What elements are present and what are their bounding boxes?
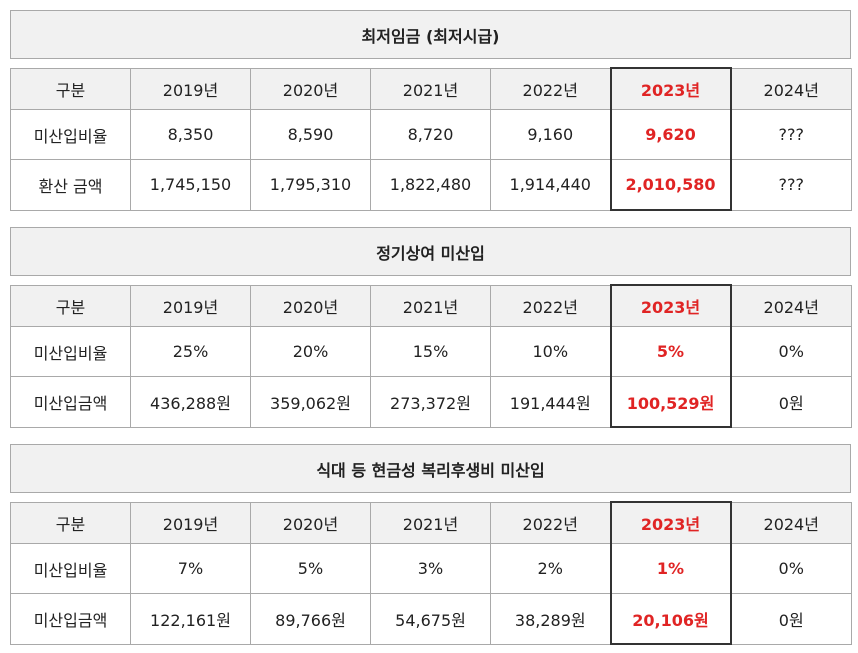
table-row: 미산입비율 25% 20% 15% 10% 5% 0% — [10, 326, 852, 377]
header-cell: 구분 — [10, 67, 131, 110]
table-cell: 10% — [490, 326, 611, 377]
table-header-row: 구분 2019년 2020년 2021년 2022년 2023년 2024년 — [10, 501, 852, 544]
table-cell: ??? — [730, 109, 852, 160]
header-cell: 2020년 — [250, 284, 371, 327]
row-label: 미산입금액 — [10, 593, 131, 645]
header-cell: 2021년 — [370, 501, 491, 544]
table-cell: 0원 — [730, 376, 852, 428]
row-label: 미산입비율 — [10, 543, 131, 594]
section-title: 최저임금 (최저시급) — [10, 10, 851, 59]
table-cell: 0% — [730, 543, 852, 594]
table-cell: 122,161원 — [130, 593, 251, 645]
row-label: 미산입금액 — [10, 376, 131, 428]
header-cell: 2021년 — [370, 67, 491, 110]
row-label: 환산 금액 — [10, 159, 131, 211]
section-minimum-wage: 최저임금 (최저시급) 구분 2019년 2020년 2021년 2022년 2… — [10, 10, 852, 211]
table-cell: 8,720 — [370, 109, 491, 160]
table-cell: 359,062원 — [250, 376, 371, 428]
table-cell: ??? — [730, 159, 852, 211]
header-cell-highlighted: 2023년 — [609, 284, 732, 327]
table-cell: 2% — [490, 543, 611, 594]
minimum-wage-table: 구분 2019년 2020년 2021년 2022년 2023년 2024년 미… — [10, 67, 852, 211]
header-cell: 2021년 — [370, 284, 491, 327]
table-cell-highlighted: 9,620 — [609, 109, 732, 160]
table-cell: 1,795,310 — [250, 159, 371, 211]
table-row: 환산 금액 1,745,150 1,795,310 1,822,480 1,91… — [10, 159, 852, 211]
table-cell: 1,745,150 — [130, 159, 251, 211]
header-cell: 2024년 — [730, 501, 852, 544]
table-cell: 89,766원 — [250, 593, 371, 645]
row-label: 미산입비율 — [10, 326, 131, 377]
section-title: 정기상여 미산입 — [10, 227, 851, 276]
header-cell: 2019년 — [130, 501, 251, 544]
table-row: 미산입비율 8,350 8,590 8,720 9,160 9,620 ??? — [10, 109, 852, 160]
table-cell: 54,675원 — [370, 593, 491, 645]
row-label: 미산입비율 — [10, 109, 131, 160]
table-cell: 1,822,480 — [370, 159, 491, 211]
table-cell: 436,288원 — [130, 376, 251, 428]
header-cell: 2022년 — [490, 284, 611, 327]
table-cell: 8,590 — [250, 109, 371, 160]
header-cell: 2019년 — [130, 67, 251, 110]
table-cell: 191,444원 — [490, 376, 611, 428]
header-cell: 2022년 — [490, 501, 611, 544]
table-row: 미산입비율 7% 5% 3% 2% 1% 0% — [10, 543, 852, 594]
table-row: 미산입금액 122,161원 89,766원 54,675원 38,289원 2… — [10, 593, 852, 645]
table-row: 미산입금액 436,288원 359,062원 273,372원 191,444… — [10, 376, 852, 428]
table-cell: 0원 — [730, 593, 852, 645]
header-cell: 2020년 — [250, 501, 371, 544]
table-cell-highlighted: 1% — [609, 543, 732, 594]
table-cell: 20% — [250, 326, 371, 377]
table-cell-highlighted: 2,010,580 — [609, 159, 732, 211]
table-cell: 5% — [250, 543, 371, 594]
header-cell: 2019년 — [130, 284, 251, 327]
table-cell-highlighted: 20,106원 — [609, 593, 732, 645]
header-cell: 2024년 — [730, 284, 852, 327]
welfare-benefit-table: 구분 2019년 2020년 2021년 2022년 2023년 2024년 미… — [10, 501, 852, 645]
table-cell: 0% — [730, 326, 852, 377]
table-cell: 3% — [370, 543, 491, 594]
header-cell: 구분 — [10, 284, 131, 327]
section-title: 식대 등 현금성 복리후생비 미산입 — [10, 444, 851, 493]
header-cell: 2020년 — [250, 67, 371, 110]
table-cell: 9,160 — [490, 109, 611, 160]
header-cell-highlighted: 2023년 — [609, 67, 732, 110]
table-cell: 273,372원 — [370, 376, 491, 428]
header-cell: 구분 — [10, 501, 131, 544]
section-welfare-benefit: 식대 등 현금성 복리후생비 미산입 구분 2019년 2020년 2021년 … — [10, 444, 852, 645]
table-cell-highlighted: 100,529원 — [609, 376, 732, 428]
regular-bonus-table: 구분 2019년 2020년 2021년 2022년 2023년 2024년 미… — [10, 284, 852, 428]
table-cell: 38,289원 — [490, 593, 611, 645]
table-cell: 25% — [130, 326, 251, 377]
section-regular-bonus: 정기상여 미산입 구분 2019년 2020년 2021년 2022년 2023… — [10, 227, 852, 428]
table-cell: 7% — [130, 543, 251, 594]
table-cell: 8,350 — [130, 109, 251, 160]
table-header-row: 구분 2019년 2020년 2021년 2022년 2023년 2024년 — [10, 67, 852, 110]
table-cell: 1,914,440 — [490, 159, 611, 211]
header-cell: 2024년 — [730, 67, 852, 110]
table-cell: 15% — [370, 326, 491, 377]
header-cell-highlighted: 2023년 — [609, 501, 732, 544]
table-cell-highlighted: 5% — [609, 326, 732, 377]
table-header-row: 구분 2019년 2020년 2021년 2022년 2023년 2024년 — [10, 284, 852, 327]
header-cell: 2022년 — [490, 67, 611, 110]
